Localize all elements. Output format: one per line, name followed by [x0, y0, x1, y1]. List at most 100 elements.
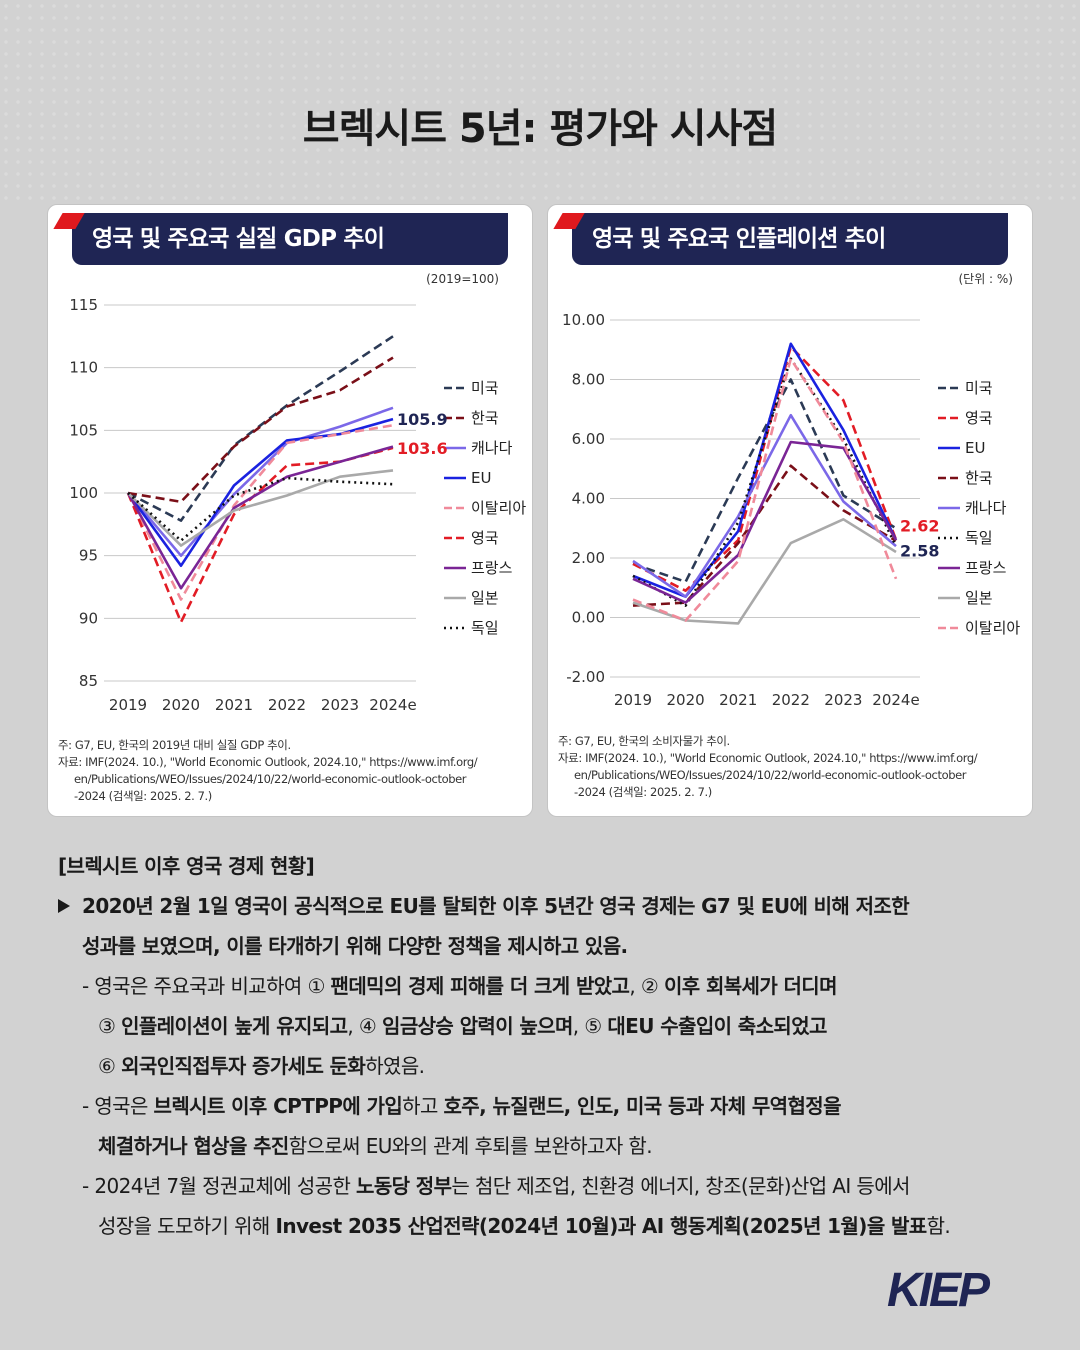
page-title: 브렉시트 5년: 평가와 시사점 [302, 106, 778, 152]
legend-label: 미국 [471, 379, 499, 397]
sub-bullet-cont: ⑥ 외국인직접투자 증가세도 둔화하였음. [82, 1046, 1048, 1086]
text-run: - 영국은 [82, 1094, 154, 1118]
x-tick-label: 2023 [824, 691, 862, 709]
x-tick-label: 2019 [614, 691, 652, 709]
data-label: 2.62 [900, 517, 939, 536]
legend-label: 일본 [471, 589, 499, 607]
x-tick-label: 2024e [369, 696, 416, 714]
inflation-unit-label: (단위 : %) [958, 272, 1013, 286]
sub-bullet-cont: ③ 인플레이션이 높게 유지되고, ④ 임금상승 압력이 높으며, ⑤ 대EU … [82, 1006, 1048, 1046]
series-line [127, 476, 394, 542]
gdp-panel-title: 영국 및 주요국 실질 GDP 추이 [92, 226, 385, 252]
inflation-panel-title: 영국 및 주요국 인플레이션 추이 [592, 226, 886, 252]
sub-bullet-2: - 영국은 브렉시트 이후 CPTPP에 가입하고 호주, 뉴질랜드, 인도, … [58, 1086, 1048, 1166]
sub-bullet-cont: 체결하거나 협상을 추진함으로써 EU와의 관계 후퇴를 보완하고자 함. [82, 1126, 1048, 1166]
gdp-unit-label: (2019=100) [426, 272, 499, 286]
x-tick-label: 2022 [268, 696, 306, 714]
bold-run: 이후 회복세가 더디며 [663, 974, 838, 998]
bold-run: 팬데믹의 경제 피해를 더 크게 받았고 [330, 974, 630, 998]
bold-run: 브렉시트 이후 CPTPP에 가입 [153, 1094, 403, 1118]
legend-label: EU [965, 439, 985, 457]
gdp-chart-note: 주: G7, EU, 한국의 2019년 대비 실질 GDP 추이. 자료: I… [58, 737, 478, 805]
series-line [126, 445, 394, 590]
legend-label: 캐나다 [965, 499, 1007, 517]
x-tick-label: 2021 [719, 691, 757, 709]
x-tick-label: 2021 [215, 696, 253, 714]
inflation-line-chart: (단위 : %) 10.00 8.00 6.00 4.00 2.00 0.00 -2.00 2… [562, 272, 1020, 709]
inflation-panel-header: 영국 및 주요국 인플레이션 추이 [553, 213, 1008, 265]
text-run: 하였음. [365, 1054, 425, 1078]
bold-run: 인플레이션이 높게 유지되고 [121, 1014, 348, 1038]
series-line [632, 464, 897, 607]
gdp-panel-header: 영국 및 주요국 실질 GDP 추이 [53, 213, 508, 265]
inflation-chart-note: 주: G7, EU, 한국의 소비자물가 추이. 자료: IMF(2024. 1… [558, 733, 978, 801]
gdp-note-line: 주: G7, EU, 한국의 2019년 대비 실질 GDP 추이. [58, 738, 291, 752]
legend-label: 일본 [965, 589, 993, 607]
kiep-logo: KIEP [887, 1264, 994, 1312]
data-label: 2.58 [900, 542, 939, 561]
y-tick-label: 4.00 [572, 490, 605, 508]
series-line [632, 357, 898, 622]
text-run: , ② [629, 974, 664, 998]
data-label: 103.6 [397, 439, 448, 458]
x-tick-label: 2020 [162, 696, 200, 714]
y-tick-label: 8.00 [572, 371, 605, 389]
y-tick-label: 85 [79, 672, 98, 690]
legend-label: 영국 [965, 409, 993, 427]
inflation-chart-panel: 영국 및 주요국 인플레이션 추이 (단위 : %) 10.00 8.00 6.00… [547, 204, 1033, 817]
inflation-source-line: en/Publications/WEO/Issues/2024/10/22/wo… [574, 768, 967, 782]
text-run: ⑥ [98, 1054, 122, 1078]
sub-bullet-cont: 성장을 도모하기 위해 Invest 2035 산업전략(2024년 10월)과… [82, 1206, 1048, 1246]
y-tick-label: 95 [79, 547, 98, 565]
y-tick-label: 2.00 [572, 549, 605, 567]
text-run: 성장을 도모하기 위해 [98, 1214, 276, 1238]
gdp-source-line: -2024 (검색일: 2025. 2. 7.) [74, 789, 212, 803]
bold-run: 외국인직접투자 증가세도 둔화 [121, 1054, 366, 1078]
x-tick-label: 2020 [667, 691, 705, 709]
text-run: 함. [926, 1214, 951, 1238]
sub-bullet-3: - 2024년 7월 정권교체에 성공한 노동당 정부는 첨단 제조업, 친환경… [58, 1166, 1048, 1246]
main-bullet-line: 성과를 보였으며, 이를 타개하기 위해 다양한 정책을 제시하고 있음. [82, 934, 628, 958]
triangle-bullet-icon [58, 899, 70, 913]
series-line [127, 335, 394, 522]
bold-run: 노동당 정부 [356, 1174, 452, 1198]
legend-label: 영국 [471, 529, 499, 547]
y-tick-label: -2.00 [566, 668, 605, 686]
series-line [632, 378, 897, 584]
legend-label: 프랑스 [471, 559, 513, 577]
text-run: , ⑤ [572, 1014, 608, 1038]
series-line [127, 356, 394, 504]
legend-label: 미국 [965, 379, 993, 397]
gdp-line-chart: (2019=100) 115 110 105 100 95 90 85 2019 2020 202… [69, 272, 526, 714]
inflation-source-line: 자료: IMF(2024. 10.), "World Economic Outl… [558, 751, 978, 765]
text-run: 하고 [402, 1094, 444, 1118]
legend-label: 한국 [965, 469, 993, 487]
text-run: - 2024년 7월 정권교체에 성공한 [82, 1174, 357, 1198]
legend-label: 이탈리아 [471, 499, 526, 517]
bold-run: 체결하거나 협상을 추진 [98, 1134, 289, 1158]
x-tick-label: 2024e [872, 691, 919, 709]
text-run: ③ [98, 1014, 122, 1038]
series-line [127, 406, 394, 558]
text-run: - 영국은 주요국과 비교하여 ① [82, 974, 331, 998]
y-tick-label: 115 [69, 296, 98, 314]
text-run: , ④ [347, 1014, 383, 1038]
series-line [126, 424, 394, 601]
bold-run: 임금상승 압력이 높으며 [382, 1014, 573, 1038]
main-bullet: 2020년 2월 1일 영국이 공식적으로 EU를 탈퇴한 이후 5년간 영국 … [58, 886, 1048, 966]
legend-label: 이탈리아 [965, 619, 1020, 637]
y-tick-label: 10.00 [562, 311, 605, 329]
legend-label: EU [471, 469, 491, 487]
x-tick-label: 2023 [321, 696, 359, 714]
text-run: 함으로써 EU와의 관계 후퇴를 보완하고자 함. [288, 1134, 653, 1158]
legend-label: 프랑스 [965, 559, 1007, 577]
text-run: 는 첨단 제조업, 친환경 에너지, 창조(문화)산업 AI 등에서 [451, 1174, 910, 1198]
sub-bullet-1: - 영국은 주요국과 비교하여 ① 팬데믹의 경제 피해를 더 크게 받았고, … [58, 966, 1048, 1086]
series-line [127, 469, 394, 547]
main-bullet-line: 2020년 2월 1일 영국이 공식적으로 EU를 탈퇴한 이후 5년간 영국 … [82, 894, 910, 918]
inflation-source-line: -2024 (검색일: 2025. 2. 7.) [574, 785, 712, 799]
legend-label: 캐나다 [471, 439, 513, 457]
legend-label: 한국 [471, 409, 499, 427]
legend-label: 독일 [965, 529, 993, 547]
section-title: [브렉시트 이후 영국 경제 현황] [58, 854, 315, 878]
